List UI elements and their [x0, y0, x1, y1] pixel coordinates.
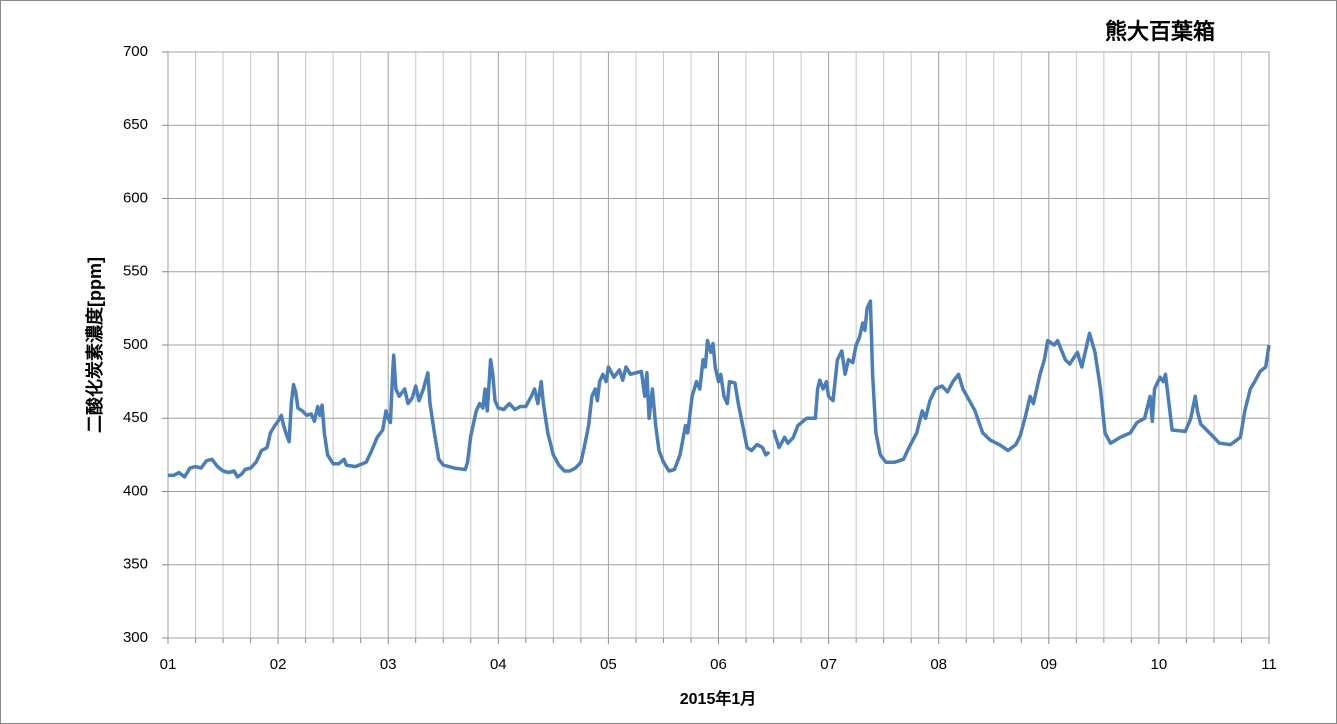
x-tick-label: 08 [930, 656, 947, 673]
co2-line [168, 299, 1271, 479]
y-tick-label: 450 [123, 409, 148, 426]
y-axis-label: 二酸化炭素濃度[ppm] [84, 257, 105, 433]
y-tick-label: 650 [123, 116, 148, 133]
x-axis-label: 2015年1月 [680, 689, 757, 708]
chart-title: 熊大百葉箱 [1105, 19, 1215, 44]
y-tick-label: 400 [123, 482, 148, 499]
y-tick-label: 600 [123, 189, 148, 206]
x-tick-label: 03 [380, 656, 397, 673]
x-tick-label: 04 [490, 656, 507, 673]
x-tick-label: 02 [270, 656, 287, 673]
y-tick-label: 700 [123, 43, 148, 60]
y-tick-label: 350 [123, 556, 148, 573]
y-tick-label: 300 [123, 629, 148, 646]
x-tick-label: 10 [1151, 656, 1168, 673]
x-tick-label: 06 [710, 656, 727, 673]
x-tick-label: 07 [820, 656, 837, 673]
y-tick-label: 550 [123, 263, 148, 280]
x-tick-label: 11 [1261, 656, 1277, 673]
x-tick-label: 09 [1040, 656, 1057, 673]
y-tick-label: 500 [123, 336, 148, 353]
x-tick-label: 05 [600, 656, 617, 673]
x-tick-label: 01 [160, 656, 177, 673]
